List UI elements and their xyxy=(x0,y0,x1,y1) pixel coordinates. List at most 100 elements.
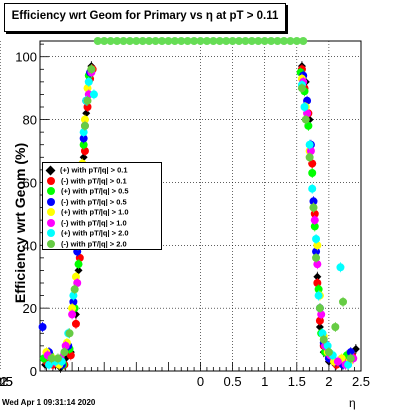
data-point xyxy=(87,65,96,74)
data-point xyxy=(300,103,309,111)
data-point xyxy=(157,37,166,45)
legend-entry: (+) with pT/|q| > 0.1 xyxy=(45,165,128,175)
data-point xyxy=(310,209,319,218)
data-point xyxy=(138,37,147,45)
data-point xyxy=(79,134,88,143)
data-point xyxy=(145,37,154,45)
data-point xyxy=(80,115,89,124)
data-point xyxy=(69,297,78,306)
data-point xyxy=(79,140,88,149)
data-point xyxy=(125,37,134,45)
data-point xyxy=(315,316,324,325)
data-point xyxy=(313,279,322,287)
data-point xyxy=(209,37,218,45)
data-point xyxy=(247,37,256,45)
y-tick-label: 20 xyxy=(23,301,37,316)
data-point xyxy=(303,96,312,105)
data-point xyxy=(315,304,324,313)
data-point xyxy=(313,260,322,269)
legend-label: (-) with pT/|q| > 0.5 xyxy=(61,197,127,207)
data-point xyxy=(324,348,333,357)
data-point xyxy=(308,169,317,177)
y-tick-label: 100 xyxy=(15,50,37,65)
legend-entry: (+) with pT/|q| > 2.0 xyxy=(47,228,129,238)
data-points xyxy=(38,37,360,373)
data-point xyxy=(47,354,56,363)
data-point xyxy=(309,203,318,212)
x-tick-label: 1.5 xyxy=(288,374,306,389)
data-point xyxy=(80,147,89,155)
data-point xyxy=(310,222,319,231)
footer-timestamp: Wed Apr 1 09:31:14 2020 xyxy=(2,398,96,407)
data-point xyxy=(336,263,345,272)
series xyxy=(93,37,308,45)
legend-marker xyxy=(47,229,55,238)
x-tick-label: −2.5 xyxy=(0,374,13,389)
x-tick-label: 0 xyxy=(197,374,204,389)
data-point xyxy=(317,310,326,319)
data-point xyxy=(66,351,75,360)
data-point xyxy=(83,103,92,111)
legend-entry: (+) with pT/|q| > 1.0 xyxy=(47,207,129,217)
legend-entry: (+) with pT/|q| > 0.5 xyxy=(47,186,129,196)
legend-marker xyxy=(47,197,55,206)
x-tick-label: −1 xyxy=(0,374,7,389)
y-axis-label: Efficiency wrt Geom (%) xyxy=(12,142,28,304)
legend-label: (+) with pT/|q| > 0.1 xyxy=(60,165,128,175)
data-point xyxy=(89,90,98,99)
y-tick-label: 40 xyxy=(23,238,37,253)
y-tick-label: 80 xyxy=(23,113,37,128)
data-point xyxy=(254,37,263,45)
axes: −2.5−2−1.5−1−0.5 0 0.5 1 1.5 2 2.5 0 20 40 60 80 100 xyxy=(0,40,370,389)
data-point xyxy=(346,348,355,357)
data-point xyxy=(297,84,306,93)
y-tick-label: 60 xyxy=(23,175,37,190)
data-point xyxy=(308,184,317,193)
x-tick-label: 2.5 xyxy=(352,374,370,389)
data-point xyxy=(183,37,192,45)
legend: (+) with pT/|q| > 0.1 (-) with pT/|q| > … xyxy=(42,162,162,250)
data-point xyxy=(119,37,128,45)
data-point xyxy=(80,121,89,130)
data-point xyxy=(196,37,205,45)
data-point xyxy=(83,96,92,105)
legend-entry: (-) with pT/|q| > 2.0 xyxy=(47,239,127,249)
data-point xyxy=(44,360,53,369)
data-point xyxy=(260,37,269,45)
data-point xyxy=(53,354,62,363)
data-point xyxy=(70,285,79,294)
legend-marker xyxy=(47,218,55,227)
data-point xyxy=(235,37,244,45)
data-point xyxy=(346,354,355,363)
data-point xyxy=(318,329,327,338)
data-point xyxy=(299,37,308,45)
x-tick-label: −1.5 xyxy=(0,374,13,389)
data-point xyxy=(312,247,321,256)
legend-marker xyxy=(47,176,55,185)
legend-marker xyxy=(45,165,56,175)
data-point xyxy=(331,323,340,331)
data-point xyxy=(164,37,173,45)
data-point xyxy=(286,37,295,45)
data-point xyxy=(79,128,88,137)
data-point xyxy=(38,323,47,331)
data-point xyxy=(93,37,102,45)
data-point xyxy=(267,37,276,45)
data-point xyxy=(314,285,323,294)
data-point xyxy=(313,272,322,281)
data-point xyxy=(82,109,91,118)
data-point xyxy=(84,77,93,86)
data-point xyxy=(304,121,313,130)
legend-marker xyxy=(47,239,55,248)
legend-label: (-) with pT/|q| > 2.0 xyxy=(61,239,127,249)
data-point xyxy=(74,260,83,269)
data-point xyxy=(313,241,322,250)
data-point xyxy=(222,37,231,45)
legend-entry: (-) with pT/|q| > 1.0 xyxy=(47,218,127,228)
data-point xyxy=(71,272,80,281)
data-point xyxy=(65,329,74,338)
data-point xyxy=(74,266,83,275)
x-tick-label: 2 xyxy=(325,374,332,389)
data-point xyxy=(273,37,282,45)
data-point xyxy=(310,216,319,225)
